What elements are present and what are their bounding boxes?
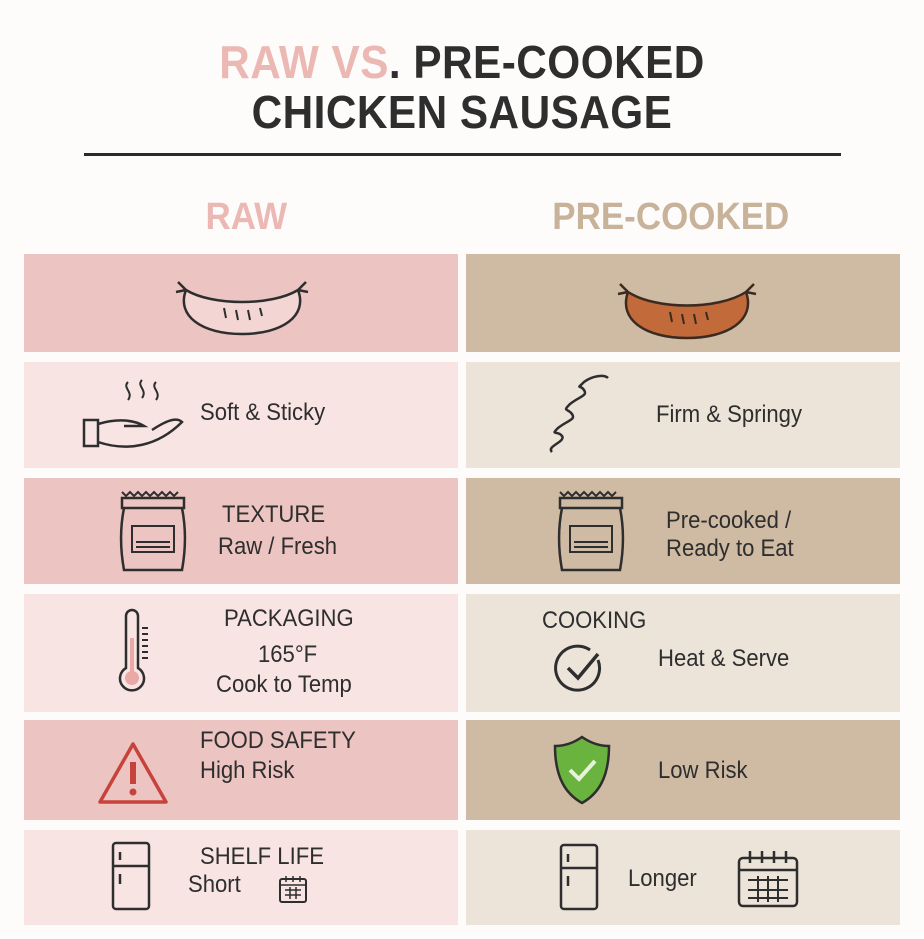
- shield-check-icon: [553, 735, 611, 805]
- precooked-safety-text: Low Risk: [658, 757, 748, 784]
- title-line-1: RAW VS. PRE-COOKED: [219, 36, 705, 88]
- precooked-cooking-cell: COOKING Heat & Serve: [466, 594, 900, 712]
- raw-sausage-cell: [24, 254, 458, 352]
- package-bag-icon: [119, 490, 187, 572]
- raw-sausage-icon: [175, 281, 309, 336]
- cooked-sausage-cell: [466, 254, 900, 352]
- raw-shelf-text: Short: [188, 871, 241, 898]
- raw-cooking-text: Cook to Temp: [216, 671, 352, 698]
- thermometer-icon: [118, 608, 148, 692]
- precooked-texture-cell: Firm & Springy: [466, 362, 900, 468]
- raw-cooking-cell: PACKAGING 165°F Cook to Temp: [24, 594, 458, 712]
- fridge-icon: [111, 841, 151, 911]
- title-divider: [84, 153, 841, 156]
- raw-safety-text: High Risk: [200, 757, 295, 784]
- precooked-packaging-text-1: Pre-cooked /: [666, 507, 792, 534]
- precooked-shelf-cell: Longer: [466, 830, 900, 925]
- raw-cooking-temp: 165°F: [258, 641, 318, 668]
- column-header-raw: RAW: [205, 196, 288, 238]
- warning-icon: [98, 742, 168, 804]
- raw-safety-label: FOOD SAFETY: [200, 727, 356, 754]
- raw-shelf-label: SHELF LIFE: [200, 843, 324, 870]
- precooked-shelf-text: Longer: [628, 865, 697, 892]
- raw-shelf-cell: SHELF LIFE Short: [24, 830, 458, 925]
- raw-packaging-cell: TEXTURE Raw / Fresh: [24, 478, 458, 584]
- calendar-icon: [737, 851, 799, 908]
- hand-steam-icon: [82, 379, 184, 448]
- fridge-icon: [559, 843, 599, 911]
- raw-cooking-label: PACKAGING: [224, 605, 354, 632]
- package-bag-icon: [557, 490, 625, 572]
- precooked-safety-cell: Low Risk: [466, 720, 900, 820]
- precooked-packaging-text-2: Ready to Eat: [666, 535, 794, 562]
- spring-icon: [549, 374, 609, 453]
- precooked-packaging-cell: Pre-cooked / Ready to Eat: [466, 478, 900, 584]
- precooked-texture-text: Firm & Springy: [656, 401, 803, 428]
- raw-packaging-text: Raw / Fresh: [218, 533, 338, 560]
- title-line-2: CHICKEN SAUSAGE: [251, 86, 673, 138]
- calendar-icon: [279, 876, 307, 903]
- cooked-sausage-icon: [617, 283, 757, 340]
- column-header-precooked: PRE-COOKED: [552, 196, 790, 238]
- precooked-cooking-label: COOKING: [542, 607, 647, 634]
- raw-packaging-label: TEXTURE: [222, 501, 326, 528]
- raw-safety-cell: FOOD SAFETY High Risk: [24, 720, 458, 820]
- check-circle-icon: [554, 644, 602, 692]
- raw-texture-text: Soft & Sticky: [200, 399, 326, 426]
- raw-texture-cell: Soft & Sticky: [24, 362, 458, 468]
- precooked-cooking-text: Heat & Serve: [658, 645, 790, 672]
